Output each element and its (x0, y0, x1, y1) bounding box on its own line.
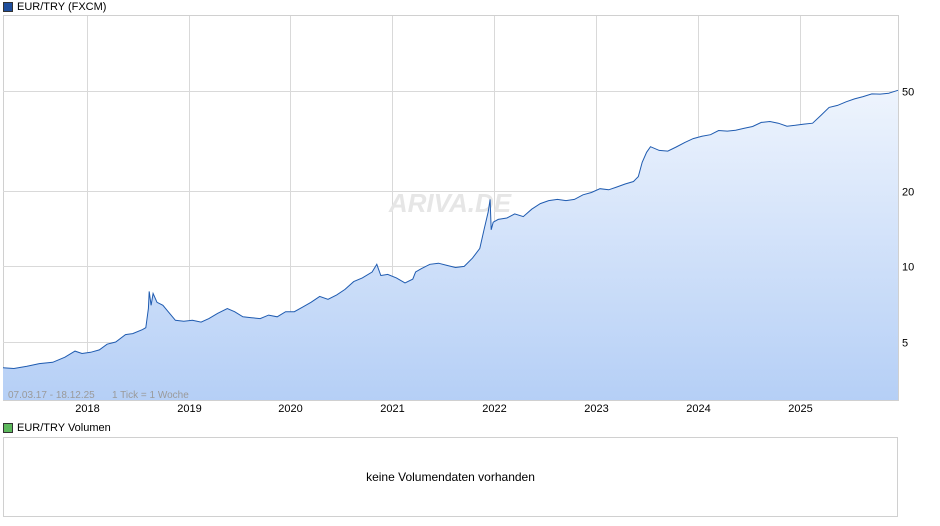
price-legend-swatch (3, 2, 13, 12)
x-tick-label: 2023 (584, 403, 608, 415)
y-tick-label: 10 (902, 262, 914, 274)
x-tick-label: 2024 (686, 403, 710, 415)
volume-chart-legend: EUR/TRY Volumen (3, 421, 111, 435)
volume-chart-panel: keine Volumendaten vorhanden (3, 437, 898, 517)
tick-interval-info: 1 Tick = 1 Woche (112, 390, 189, 401)
volume-legend-label: EUR/TRY Volumen (17, 422, 111, 434)
x-tick-label: 2019 (177, 403, 201, 415)
x-tick-label: 2020 (278, 403, 302, 415)
date-range-info: 07.03.17 - 18.12.25 (8, 390, 95, 401)
watermark: ARIVA.DE (388, 188, 512, 218)
x-tick-label: 2022 (482, 403, 506, 415)
x-tick-label: 2018 (75, 403, 99, 415)
x-tick-label: 2021 (380, 403, 404, 415)
y-tick-label: 20 (902, 187, 914, 199)
y-tick-label: 5 (902, 338, 908, 350)
price-chart-legend: EUR/TRY (FXCM) (3, 0, 106, 14)
x-tick-label: 2025 (788, 403, 812, 415)
volume-legend-swatch (3, 423, 13, 433)
price-line (2, 89, 899, 370)
y-tick-label: 50 (902, 87, 914, 99)
price-area (3, 90, 898, 401)
price-legend-label: EUR/TRY (FXCM) (17, 1, 107, 13)
axes: 5 10 20 50 2018 2019 2020 2021 2022 2023 2024 2025 (75, 87, 914, 416)
price-chart: ARIVA.DE 5 10 20 50 2018 2019 2020 2021 2022 2023… (2, 15, 914, 416)
no-volume-message: keine Volumendaten vorhanden (366, 470, 535, 484)
